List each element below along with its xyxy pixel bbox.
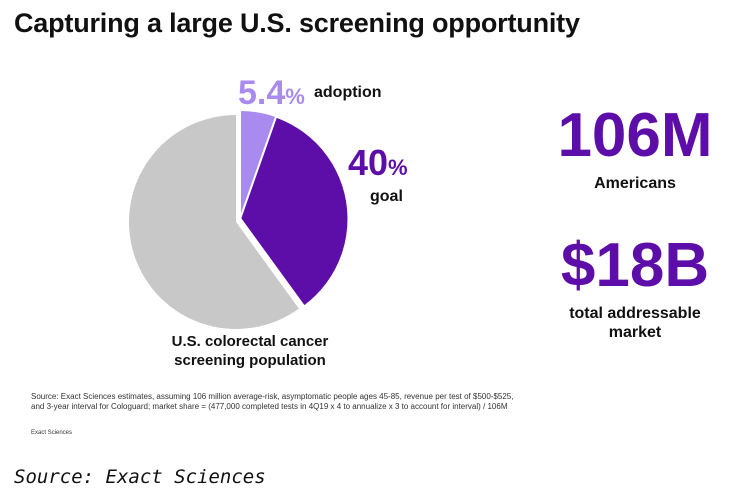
image-caption: Source: Exact Sciences [14, 466, 266, 488]
goal-value-label: 40% [348, 142, 408, 184]
goal-label: goal [370, 188, 403, 205]
goal-unit: % [388, 155, 408, 180]
adoption-value: 5.4 [238, 74, 286, 112]
adoption-label: adoption [314, 84, 382, 101]
adoption-unit: % [285, 84, 305, 109]
pie-slice-population [128, 115, 299, 329]
stat-market: $18B total addressable market [540, 234, 730, 342]
stat-market-value: $18B [560, 231, 710, 300]
population-label: U.S. colorectal cancer screening populat… [150, 332, 350, 370]
stat-market-caption: total addressable market [540, 304, 730, 342]
pie-slice-adoption [239, 109, 278, 220]
stat-americans: 106M Americans [540, 104, 730, 193]
footnote: Source: Exact Sciences estimates, assumi… [31, 392, 631, 412]
stat-americans-caption: Americans [594, 175, 676, 192]
stat-market-caption-line-1: total addressable [569, 305, 701, 322]
stat-market-caption-line-2: market [608, 324, 662, 341]
stat-americans-value: 106M [557, 101, 713, 170]
footnote-source: Exact Sciences [31, 430, 73, 436]
population-label-line-2: screening population [174, 352, 326, 369]
population-label-line-1: U.S. colorectal cancer [171, 333, 329, 350]
adoption-value-label: 5.4% [238, 74, 305, 113]
page-title: Capturing a large U.S. screening opportu… [14, 8, 580, 38]
footnote-line-2: and 3-year interval for Cologuard; marke… [31, 402, 508, 411]
goal-value: 40 [348, 142, 389, 183]
footnote-line-1: Source: Exact Sciences estimates, assumi… [31, 392, 514, 401]
